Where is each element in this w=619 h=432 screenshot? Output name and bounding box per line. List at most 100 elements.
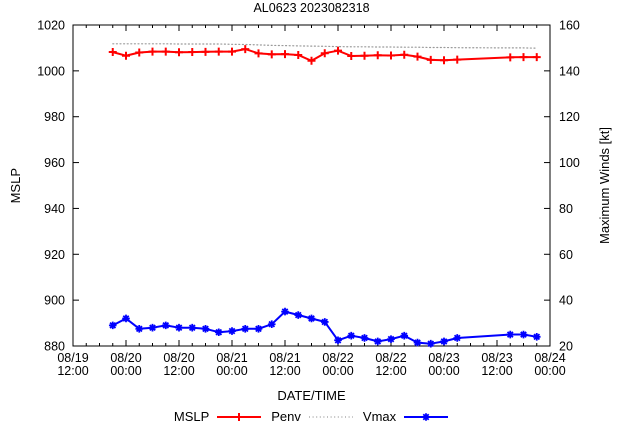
plus-marker [347,51,356,60]
plus-marker [453,55,462,64]
x-tick-label: 08/24 [534,351,565,365]
y-right-tick-label: 140 [559,64,580,78]
x-tick-label: 08/23 [481,351,512,365]
asterisk-marker [453,334,462,342]
legend-item-mslp: MSLP [174,409,262,424]
legend-item-penv: Penv [271,409,354,424]
y-right-tick-label: 40 [559,294,573,308]
asterisk-marker [175,323,183,332]
penv-line [112,43,538,49]
x-tick-label: 12:00 [57,364,88,378]
plus-marker [440,56,448,65]
legend-label-penv: Penv [271,409,301,424]
x-tick-label: 12:00 [163,364,194,378]
x-tick-label: 00:00 [534,364,565,378]
asterisk-marker [387,335,395,343]
mslp-line-sample-icon [217,412,262,421]
plus-marker [373,51,382,60]
plus-marker [188,48,197,57]
asterisk-marker [422,412,430,421]
asterisk-marker [347,331,356,340]
plus-marker [334,46,342,55]
y-left-tick-label: 1000 [37,64,65,78]
y-axis-label-right: Maximum Winds [kt] [596,126,612,244]
plus-marker [281,50,289,59]
x-tick-label: 08/22 [322,351,353,365]
plus-marker [506,53,515,62]
asterisk-marker [108,321,117,330]
vmax-line-sample-icon [404,412,449,421]
x-tick-label: 12:00 [269,364,300,378]
y-right-tick-label: 80 [559,202,573,216]
plus-marker [108,48,117,57]
plus-marker [254,49,263,58]
asterisk-marker [135,325,144,333]
plus-marker [135,48,144,57]
y-left-tick-label: 1020 [37,19,65,33]
plus-marker [241,45,250,54]
plus-marker [122,51,130,60]
asterisk-marker [214,328,223,337]
y-axis-label-left: MSLP [7,167,23,204]
asterisk-marker [201,325,210,333]
plus-marker [161,47,170,56]
y-right-tick-label: 60 [559,248,573,262]
x-tick-label: 08/21 [216,351,247,365]
plus-marker [175,48,183,57]
chart-title: AL0623 2023082318 [253,1,370,15]
plot-frame [72,24,551,347]
asterisk-marker [161,321,170,330]
plus-marker [413,52,422,61]
x-tick-label: 00:00 [428,364,459,378]
plus-marker [519,53,528,62]
y-right-tick-label: 20 [559,340,573,354]
plus-marker [307,56,316,65]
plus-marker [532,53,541,62]
y-left-tick-label: 880 [44,340,65,354]
asterisk-marker [426,339,435,348]
plus-marker [360,51,369,60]
x-tick-label: 00:00 [322,364,353,378]
y-left-tick-label: 940 [44,202,65,216]
asterisk-marker [320,318,329,326]
asterisk-marker [400,331,409,340]
penv-series [112,43,538,49]
plus-marker [387,51,395,60]
plus-marker [400,50,409,59]
plus-marker [267,50,276,59]
plus-marker [235,412,244,421]
x-axis-label: DATE/TIME [277,388,346,403]
asterisk-marker [532,333,541,341]
vmax-series [108,307,541,348]
x-tick-label: 12:00 [375,364,406,378]
asterisk-marker [148,323,157,332]
asterisk-marker [307,314,316,323]
y-left-tick-label: 920 [44,248,65,262]
asterisk-marker [267,320,276,329]
x-tick-label: 08/19 [57,351,88,365]
plus-marker [294,51,303,60]
penv-line-sample-icon [308,415,353,418]
plus-marker [201,47,210,56]
y-left-tick-label: 980 [44,110,65,124]
asterisk-marker [334,336,342,345]
x-tick-label: 08/20 [110,351,141,365]
asterisk-marker [188,323,197,332]
y-right-tick-label: 120 [559,110,580,124]
plus-marker [426,55,435,64]
asterisk-marker [440,337,448,346]
asterisk-marker [413,338,422,347]
asterisk-marker [360,334,369,342]
asterisk-marker [294,311,303,319]
asterisk-marker [254,325,263,333]
x-tick-label: 08/23 [428,351,459,365]
x-tick-label: 12:00 [481,364,512,378]
asterisk-marker [122,314,130,323]
asterisk-marker [373,337,382,346]
plus-marker [320,49,329,58]
asterisk-marker [506,330,515,339]
legend: MSLP Penv Vmax [73,409,550,424]
plus-marker [214,47,223,56]
